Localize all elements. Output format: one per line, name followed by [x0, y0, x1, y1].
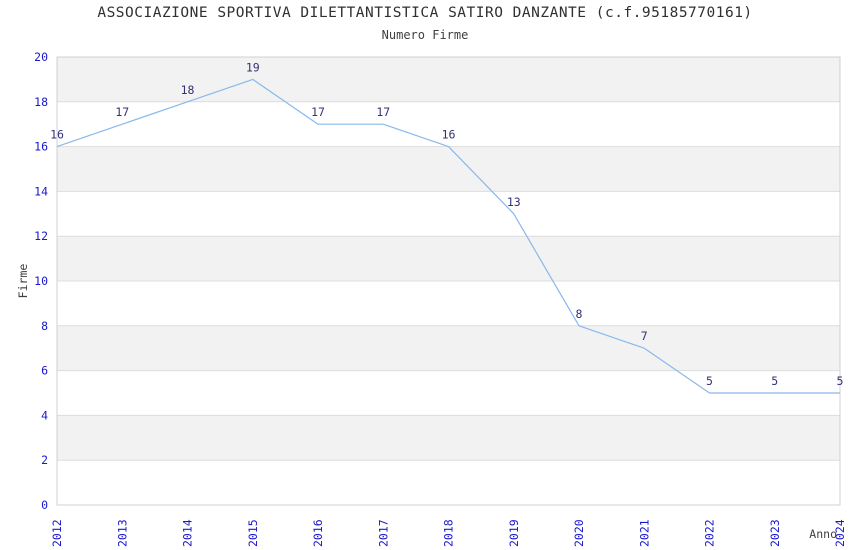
x-tick-label: 2020 [572, 519, 586, 547]
data-point-label: 5 [771, 374, 778, 388]
data-point-label: 16 [442, 128, 456, 142]
plot-band [57, 146, 840, 192]
x-tick-label: 2015 [246, 519, 260, 547]
x-tick-label: 2024 [833, 519, 847, 547]
data-point-label: 13 [507, 195, 521, 209]
data-point-label: 5 [706, 374, 713, 388]
x-tick-label: 2022 [703, 519, 717, 547]
y-tick-label: 8 [41, 319, 48, 333]
data-point-label: 8 [576, 307, 583, 321]
plot-band [57, 415, 840, 461]
y-tick-label: 0 [41, 498, 48, 512]
data-point-label: 18 [181, 83, 195, 97]
y-tick-label: 4 [41, 408, 48, 422]
x-tick-label: 2019 [507, 519, 521, 547]
y-tick-label: 16 [34, 140, 48, 154]
plot-border [56, 56, 841, 506]
x-tick-label: 2021 [637, 519, 651, 547]
y-tick-label: 18 [34, 95, 48, 109]
data-point-label: 5 [837, 374, 844, 388]
plot-band [57, 460, 840, 505]
x-tick-label: 2017 [376, 519, 390, 547]
plot-band [57, 236, 840, 281]
data-point-label: 19 [246, 60, 260, 74]
plot-band [57, 57, 840, 102]
plot-band [57, 325, 840, 371]
y-axis-label: Firme [16, 264, 30, 299]
data-point-label: 17 [115, 105, 129, 119]
plot-band [57, 191, 840, 237]
data-point-label: 16 [50, 128, 64, 142]
y-tick-label: 14 [34, 184, 48, 198]
x-tick-label: 2013 [115, 519, 129, 547]
y-tick-label: 12 [34, 229, 48, 243]
data-point-label: 17 [376, 105, 390, 119]
x-tick-label: 2012 [50, 519, 64, 547]
x-axis-label: Anno [809, 527, 837, 541]
x-tick-label: 2016 [311, 519, 325, 547]
y-tick-label: 6 [41, 364, 48, 378]
x-tick-label: 2023 [768, 519, 782, 547]
chart-title: ASSOCIAZIONE SPORTIVA DILETTANTISTICA SA… [97, 5, 753, 21]
data-point-label: 7 [641, 329, 648, 343]
y-tick-label: 10 [34, 274, 48, 288]
plot-band [57, 281, 840, 326]
x-tick-label: 2018 [442, 519, 456, 547]
data-point-label: 17 [311, 105, 325, 119]
x-tick-label: 2014 [181, 519, 195, 547]
data-line [56, 78, 840, 394]
plot-band [57, 101, 840, 147]
y-tick-label: 20 [34, 50, 48, 64]
chart-subtitle: Numero Firme [381, 28, 469, 42]
y-tick-label: 2 [41, 453, 48, 467]
